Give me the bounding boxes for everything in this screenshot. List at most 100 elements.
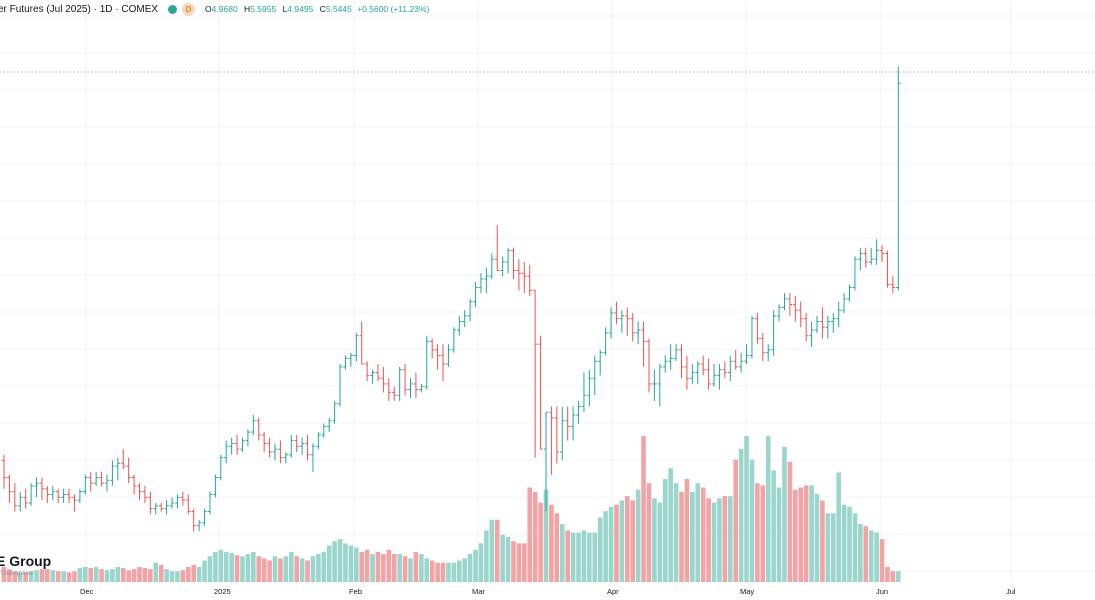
symbol-title[interactable]: er Futures (Jul 2025) · 1D · COMEX [0,3,159,15]
volume-bar [419,554,424,582]
market-status[interactable]: D [168,2,196,16]
ohlc-bar [874,239,879,265]
tradingview-logo[interactable]: TradingView [0,571,34,577]
ohlc-bar [549,406,554,475]
ohlc-bar [603,327,608,356]
volume-bar [337,539,343,582]
ohlc-bar [543,411,549,512]
volume-bar [359,551,365,582]
x-axis-label: Dec [80,587,94,596]
volume-bar [619,500,625,582]
volume-bar [391,554,397,582]
ohlc-bar [473,281,478,308]
volume-bar [836,472,841,582]
ohlc-bar [554,406,560,464]
ohlc-bar [337,364,343,407]
volume-bar [543,489,549,582]
volume-bar [456,560,462,582]
volume-bar [890,571,896,582]
volume-bar [375,551,381,582]
volume-bar [841,504,847,582]
ohlc-bar [505,247,511,274]
volume-bar [576,532,581,582]
ohlc-bar [419,383,424,393]
ohlc-bar [332,400,337,424]
x-axis-label: Feb [349,587,362,596]
ohlc-bar [728,355,733,382]
ohlc-bar [695,361,700,384]
ohlc-bar [700,355,706,376]
ohlc-bar [77,488,83,503]
volume-bar [868,530,874,582]
ohlc-bar [83,474,88,495]
volume-bar [245,554,251,582]
ohlc-bar [706,358,711,390]
volume-bar [234,555,240,582]
ohlc-bar [50,485,55,501]
ohlc-bar [738,352,744,373]
volume-bar [858,524,863,582]
volume-bar [99,569,104,582]
ohlc-bar [229,437,234,455]
ohlc-bar [267,437,272,458]
volume-bar [332,541,337,582]
volume-bar [267,560,272,582]
market-open-icon [168,4,178,14]
volume-bar [755,483,760,582]
ohlc-bar [261,432,267,452]
ohlc-bar [451,327,457,353]
ohlc-bar [224,440,229,464]
volume-bar [679,491,684,582]
volume-bar [695,483,701,582]
x-axis-label: Mar [472,587,485,596]
ohlc-bar [733,349,738,370]
ohlc-bar [635,321,641,345]
x-axis-label: May [740,587,755,596]
ohlc-bar [186,494,191,515]
ohlc-bar [766,344,771,362]
ohlc-bar [652,369,657,401]
ohlc-bar [61,488,66,503]
volume-bar [261,558,267,582]
ohlc-bar [164,500,169,515]
volume-bar [874,532,879,582]
ohlc-bar [397,366,402,401]
ohlc-bar [202,508,207,526]
volume-bar [668,468,673,582]
delayed-data-icon[interactable]: D [182,2,196,16]
ohlc-bar [793,296,798,322]
volume-bar [435,562,440,582]
volume-bar [760,485,766,582]
volume-bar [603,511,608,582]
volume-bar [700,487,706,582]
volume-bar [446,562,451,582]
volume-bar [592,532,598,582]
volume-bar [50,570,56,582]
ohlc-bar [110,460,115,486]
ohlc-bar [495,225,500,271]
ohlc-bar [305,434,310,461]
volume-bar [803,485,809,582]
volume-bar [364,549,370,582]
ohlc-bar [180,491,186,506]
ohlc-bar [668,344,673,370]
ohlc-bar [126,457,131,484]
ohlc-values: O4.9680 H5.5955 L4.9495 C5.5445 +0.5600 … [205,4,430,14]
ohlc-bar [99,471,104,486]
ohlc-bar [402,364,408,396]
volume-bar [630,500,636,582]
ohlc-bar [690,364,695,384]
ohlc-bar [841,293,847,314]
volume-bar [570,532,576,582]
volume-bar [473,549,478,582]
ohlc-bar [240,437,245,452]
ohlc-bar [213,474,218,498]
ohlc-bar [608,307,614,339]
low-value: 4.9495 [287,4,314,14]
volume-bar [451,562,457,582]
volume-bar [72,571,77,582]
open-value: 4.9680 [211,4,238,14]
volume-bar [684,478,690,582]
ohlc-bar [327,417,332,433]
